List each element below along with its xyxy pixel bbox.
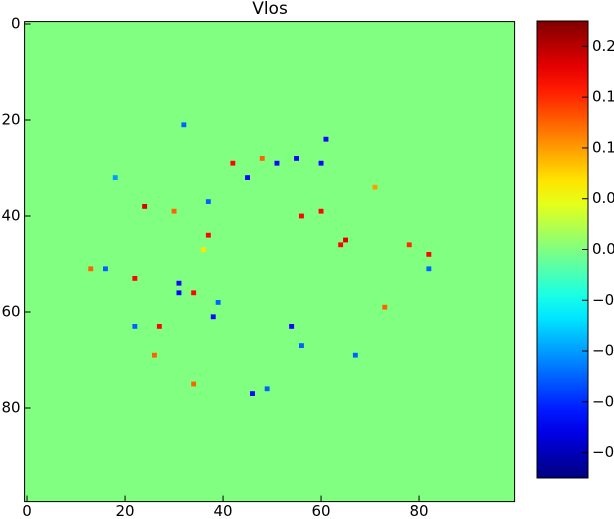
heatmap-cell: [205, 232, 211, 238]
heatmap-cell: [289, 324, 295, 329]
heatmap-cell: [426, 266, 432, 272]
heatmap-cell: [318, 160, 324, 166]
heatmap-cell: [352, 352, 358, 358]
heatmap-cell: [406, 242, 412, 248]
x-tick-label: 20: [116, 502, 135, 519]
x-tick-label: 80: [410, 502, 429, 519]
heatmap-cell: [152, 352, 157, 358]
colorbar-tick-label: 0.00: [592, 240, 614, 258]
heatmap-cell: [274, 160, 280, 166]
chart-title: Vlos: [252, 0, 288, 19]
heatmap-cell: [215, 300, 221, 305]
heatmap-cell: [201, 247, 206, 252]
y-tick-label: 0: [11, 15, 21, 33]
plot-frame: [24, 21, 516, 503]
heatmap-cell: [132, 276, 138, 281]
heatmap-cell: [132, 324, 138, 329]
colorbar-tick-label: −0.18: [592, 392, 614, 410]
x-tick-label: 40: [214, 502, 233, 519]
x-tick-label: 0: [22, 502, 32, 519]
heatmap-cell: [181, 122, 187, 128]
heatmap-cell: [210, 314, 216, 320]
colorbar-tick-label: −0.12: [592, 342, 614, 360]
heatmap-cell: [156, 324, 162, 329]
colorbar-tick-label: 0.24: [592, 37, 614, 55]
heatmap-cell: [112, 175, 118, 180]
heatmap-cell: [343, 237, 348, 243]
y-tick-label: 60: [2, 303, 21, 321]
colorbar-tick-label: 0.06: [592, 189, 614, 207]
heatmap-cell: [88, 266, 94, 272]
colorbar-tick-label: −0.06: [592, 291, 614, 309]
colorbar-tick-label: −0.24: [592, 443, 614, 461]
heatmap-cell: [205, 199, 211, 204]
heatmap-cell: [176, 290, 182, 296]
heatmap-cell: [176, 280, 182, 286]
heatmap-cell: [323, 136, 329, 142]
heatmap-cell: [191, 381, 197, 387]
y-tick-label: 80: [2, 399, 21, 417]
heatmap-cell: [372, 184, 378, 190]
heatmap-cell: [142, 204, 148, 209]
heatmap-cell: [230, 160, 236, 166]
y-tick-label: 20: [2, 111, 21, 129]
heatmap-cell: [245, 175, 250, 180]
colorbar: [536, 20, 589, 479]
heatmap-cell: [171, 208, 177, 214]
heatmap-cell: [191, 290, 197, 296]
heatmap-cell: [338, 242, 344, 248]
heatmap-cell: [259, 156, 265, 161]
heatmap-cell: [103, 266, 108, 272]
heatmap-cell: [426, 252, 432, 257]
y-tick-label: 40: [2, 207, 21, 225]
heatmap-cell: [382, 304, 388, 310]
heatmap-cell: [264, 386, 270, 392]
heatmap-cell: [299, 343, 304, 348]
heatmap-cell: [294, 156, 299, 161]
heatmap-cell: [250, 391, 255, 396]
colorbar-tick-label: 0.18: [592, 88, 614, 106]
x-tick-label: 60: [312, 502, 331, 519]
heatmap-cell: [299, 213, 304, 219]
colorbar-tick-label: 0.12: [592, 138, 614, 156]
heatmap-background: [24, 21, 515, 502]
heatmap-cell: [318, 208, 324, 214]
